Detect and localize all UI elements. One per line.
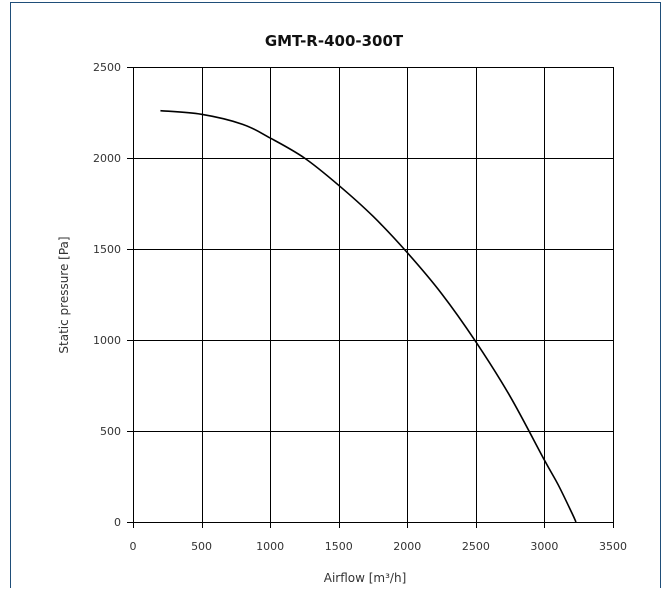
outer-frame bbox=[10, 2, 661, 588]
y-tick-label-2000: 2000 bbox=[93, 152, 121, 165]
tick-label-layer: 0 500 1000 1500 2000 2500 3000 3500 0 500 1000 1500… bbox=[93, 61, 627, 553]
curve-layer bbox=[160, 109, 577, 523]
fan-curve-line-0 bbox=[160, 109, 577, 523]
x-tick-label-0: 0 bbox=[130, 540, 137, 553]
x-tick-label-1000: 1000 bbox=[256, 540, 284, 553]
x-axis-label: Airflow [m³/h] bbox=[324, 571, 407, 585]
y-tick-label-500: 500 bbox=[100, 425, 121, 438]
x-tick-label-1500: 1500 bbox=[325, 540, 353, 553]
y-tick-label-2500: 2500 bbox=[93, 61, 121, 74]
y-axis-label: Static pressure [Pa] bbox=[57, 236, 71, 353]
x-tick-label-3000: 3000 bbox=[530, 540, 558, 553]
x-tick-label-500: 500 bbox=[191, 540, 212, 553]
x-tick-label-2000: 2000 bbox=[393, 540, 421, 553]
y-tick-label-0: 0 bbox=[114, 516, 121, 529]
grid-layer bbox=[127, 67, 614, 528]
y-tick-label-1500: 1500 bbox=[93, 243, 121, 256]
x-tick-label-2500: 2500 bbox=[462, 540, 490, 553]
chart-title: GMT-R-400-300T bbox=[265, 32, 404, 50]
y-tick-label-1000: 1000 bbox=[93, 334, 121, 347]
x-tick-label-3500: 3500 bbox=[599, 540, 627, 553]
